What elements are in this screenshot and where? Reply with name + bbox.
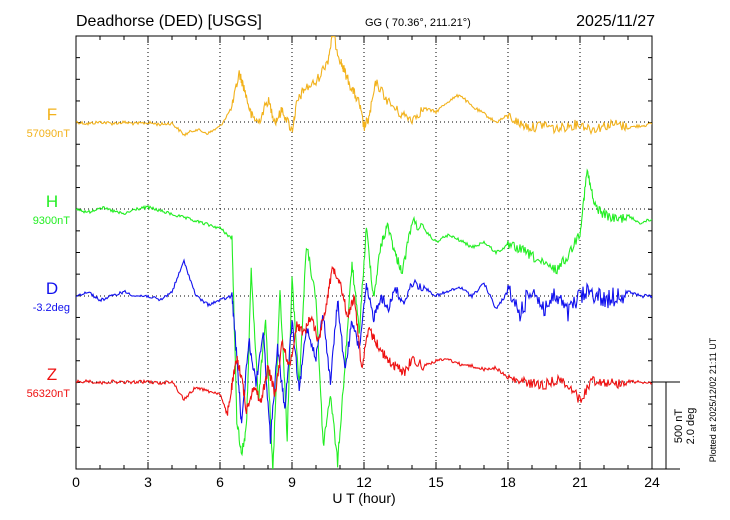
baseline-value-d: -3.2deg: [33, 302, 70, 314]
coordinates-label: GG ( 70.36°, 211.21°): [365, 17, 471, 29]
scale-bar: 500 nT 2.0 deg: [652, 381, 697, 470]
x-tick-label: 9: [288, 474, 296, 490]
x-tick-label: 0: [72, 474, 80, 490]
grid-lines: [76, 36, 652, 469]
x-tick-labels: 0 3 6 9 12 15 18 21 24: [72, 474, 660, 490]
x-tick-label: 24: [644, 474, 660, 490]
x-tick-label: 3: [144, 474, 152, 490]
x-tick-label: 18: [500, 474, 516, 490]
axis-ticks: [75, 35, 653, 470]
component-label-f: F: [47, 105, 57, 124]
x-tick-label: 15: [428, 474, 444, 490]
trace-d: [76, 258, 652, 444]
traces: [76, 36, 652, 469]
x-tick-label: 21: [572, 474, 588, 490]
trace-h: [76, 168, 652, 469]
station-title: Deadhorse (DED) [USGS]: [76, 13, 262, 30]
scale-nt-label: 500 nT: [673, 409, 685, 444]
date-label: 2025/11/27: [576, 13, 655, 30]
component-label-d: D: [46, 279, 58, 298]
x-tick-label: 12: [356, 474, 372, 490]
series-labels: F 57090nT H 9300nT D -3.2deg Z 56320nT: [27, 105, 71, 400]
baseline-value-f: 57090nT: [27, 128, 71, 140]
trace-f: [76, 36, 652, 137]
baseline-value-z: 56320nT: [27, 388, 71, 400]
x-tick-label: 6: [216, 474, 224, 490]
trace-z: [76, 265, 652, 416]
baseline-value-h: 9300nT: [33, 215, 71, 227]
x-axis-label: U T (hour): [332, 490, 395, 506]
component-label-h: H: [46, 192, 58, 211]
scale-deg-label: 2.0 deg: [685, 408, 697, 445]
plotted-at-note: Plotted at 2025/12/02 21:11 UT: [708, 337, 718, 462]
component-label-z: Z: [47, 365, 57, 384]
